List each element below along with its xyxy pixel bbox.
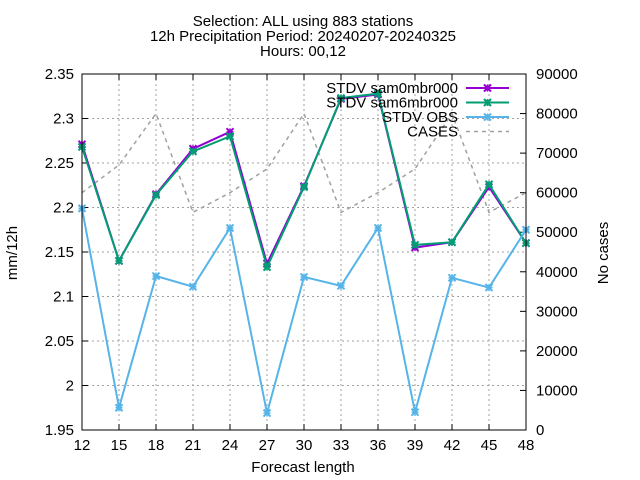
x-tick-label: 15 xyxy=(111,437,128,454)
y-tick-label: 2.15 xyxy=(45,244,74,261)
y2-tick-label: 10000 xyxy=(536,382,578,399)
series-point-stdv-sam6mbr000 xyxy=(373,89,383,98)
y2-axis-label: No cases xyxy=(595,222,612,285)
x-tick-label: 36 xyxy=(370,437,387,454)
x-tick-label: 39 xyxy=(407,437,424,454)
legend-marker-stdv-sam6mbr000 xyxy=(483,98,492,107)
y-tick-label: 2.05 xyxy=(45,333,74,350)
legend-label-cases: CASES xyxy=(407,124,458,141)
x-tick-label: 42 xyxy=(444,437,461,454)
series-line-cases xyxy=(81,111,527,214)
series-point-stdv-obs xyxy=(151,271,161,281)
series-point-stdv-obs xyxy=(262,408,272,418)
legend-marker-stdv-sam0mbr000 xyxy=(483,83,492,93)
y-tick-label: 2.35 xyxy=(45,66,74,83)
y2-tick-label: 90000 xyxy=(536,66,578,83)
grid xyxy=(82,74,526,430)
x-tick-label: 27 xyxy=(259,437,276,454)
legend-label-stdv-sam0mbr000: STDV sam0mbr000 xyxy=(326,80,458,97)
y-tick-label: 2 xyxy=(66,378,74,395)
series-point-stdv-sam6mbr000 xyxy=(114,256,124,266)
x-tick-label: 30 xyxy=(296,437,313,454)
series-point-stdv-obs xyxy=(373,223,383,233)
chart-title: Selection: ALL using 883 stations 12h Pr… xyxy=(150,13,456,60)
series-point-stdv-obs xyxy=(114,403,124,412)
y-tick-label: 2.3 xyxy=(53,111,74,128)
series-point-stdv-obs xyxy=(410,407,420,417)
series-point-stdv-sam6mbr000 xyxy=(225,132,235,141)
axis-ticks: 12 15 18 21 24 27 30 33 36 39 42 45 48 1.95 2 2.05 2.1 2.… xyxy=(45,66,578,454)
chart-title-line-3: Hours: 00,12 xyxy=(260,43,346,60)
x-tick-label: 48 xyxy=(518,437,535,454)
y-axis-label: mm/12h xyxy=(4,226,21,280)
chart-title-line-1: Selection: ALL using 883 stations xyxy=(193,13,413,30)
y2-tick-label: 80000 xyxy=(536,106,578,123)
y-tick-label: 2.1 xyxy=(53,289,74,306)
y2-tick-label: 70000 xyxy=(536,145,578,162)
x-tick-label: 21 xyxy=(185,437,202,454)
y2-tick-label: 50000 xyxy=(536,224,578,241)
series-point-stdv-obs xyxy=(447,273,457,283)
chart-title-line-2: 12h Precipitation Period: 20240207-20240… xyxy=(150,28,456,45)
y-tick-label: 2.2 xyxy=(53,200,74,217)
series-stdv-obs xyxy=(77,204,531,418)
x-tick-label: 33 xyxy=(333,437,350,454)
y2-tick-label: 30000 xyxy=(536,303,578,320)
series-point-stdv-obs xyxy=(484,283,494,292)
plot-frame xyxy=(81,73,527,431)
legend-marker-stdv-obs xyxy=(483,112,492,122)
y2-tick-label: 40000 xyxy=(536,264,578,281)
y-tick-label: 2.25 xyxy=(45,155,74,172)
y2-tick-label: 0 xyxy=(536,422,544,439)
legend-label-stdv-obs: STDV OBS xyxy=(382,109,458,126)
legend-label-stdv-sam6mbr000: STDV sam6mbr000 xyxy=(326,95,458,112)
series xyxy=(77,89,531,418)
x-tick-label: 45 xyxy=(481,437,498,454)
x-tick-label: 24 xyxy=(222,437,239,454)
x-tick-label: 18 xyxy=(148,437,165,454)
series-point-stdv-sam6mbr000 xyxy=(336,93,346,103)
series-cases xyxy=(81,111,527,214)
y2-tick-label: 20000 xyxy=(536,343,578,360)
series-point-stdv-sam6mbr000 xyxy=(262,262,272,272)
series-point-stdv-sam6mbr000 xyxy=(484,180,494,189)
x-axis-label: Forecast length xyxy=(251,459,354,476)
series-point-stdv-sam6mbr000 xyxy=(299,182,309,192)
series-point-stdv-sam6mbr000 xyxy=(188,147,198,156)
series-point-stdv-sam6mbr000 xyxy=(410,240,420,250)
x-tick-label: 12 xyxy=(74,437,91,454)
y-tick-label: 1.95 xyxy=(45,422,74,439)
series-point-stdv-obs xyxy=(299,272,309,282)
series-point-stdv-sam6mbr000 xyxy=(151,190,161,200)
y2-tick-label: 60000 xyxy=(536,185,578,202)
series-point-stdv-obs xyxy=(188,282,198,291)
series-point-stdv-obs xyxy=(225,223,235,233)
series-point-stdv-sam6mbr000 xyxy=(447,238,457,247)
series-point-stdv-obs xyxy=(336,281,346,291)
